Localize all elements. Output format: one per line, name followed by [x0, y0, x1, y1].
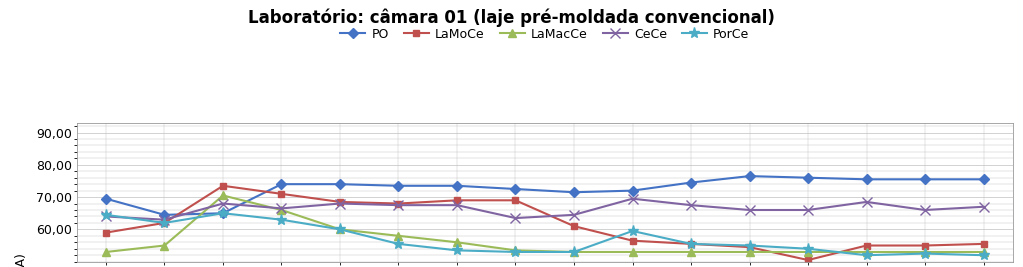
CeCe — [100, 215, 113, 218]
LaMacCe — [100, 250, 113, 254]
PO — [977, 178, 989, 181]
LaMoCe — [626, 239, 638, 242]
PO — [684, 181, 697, 184]
CeCe — [860, 200, 873, 203]
PorCe — [802, 247, 814, 250]
LaMacCe — [333, 228, 346, 231]
CeCe — [393, 203, 405, 207]
PO — [802, 176, 814, 179]
CeCe — [744, 209, 756, 212]
PorCe — [977, 254, 989, 257]
LaMacCe — [802, 250, 814, 254]
CeCe — [451, 203, 463, 207]
LaMacCe — [393, 234, 405, 237]
LaMoCe — [275, 192, 287, 195]
CeCe — [684, 203, 697, 207]
LaMacCe — [217, 194, 229, 197]
Line: LaMacCe: LaMacCe — [102, 191, 987, 256]
Line: PO: PO — [102, 173, 987, 218]
PO — [451, 184, 463, 187]
CeCe — [977, 205, 989, 208]
LaMacCe — [159, 244, 171, 247]
PO — [333, 183, 346, 186]
LaMacCe — [275, 209, 287, 212]
PO — [744, 175, 756, 178]
LaMoCe — [451, 199, 463, 202]
CeCe — [217, 202, 229, 205]
PorCe — [217, 212, 229, 215]
PorCe — [744, 244, 756, 247]
PO — [919, 178, 931, 181]
LaMacCe — [509, 249, 522, 252]
LaMacCe — [684, 250, 697, 254]
Line: LaMoCe: LaMoCe — [102, 182, 987, 264]
PO — [568, 191, 580, 194]
PorCe — [919, 252, 931, 255]
PO — [100, 197, 113, 200]
LaMoCe — [919, 244, 931, 247]
LaMoCe — [802, 258, 814, 262]
LaMacCe — [626, 250, 638, 254]
CeCe — [509, 217, 522, 220]
PO — [275, 183, 287, 186]
LaMoCe — [977, 242, 989, 245]
CeCe — [333, 202, 346, 205]
LaMacCe — [744, 250, 756, 254]
LaMoCe — [100, 231, 113, 234]
LaMoCe — [744, 246, 756, 249]
LaMoCe — [860, 244, 873, 247]
Line: CeCe: CeCe — [101, 194, 988, 225]
CeCe — [568, 213, 580, 217]
LaMacCe — [568, 250, 580, 254]
PorCe — [100, 213, 113, 217]
Legend: PO, LaMoCe, LaMacCe, CeCe, PorCe: PO, LaMoCe, LaMacCe, CeCe, PorCe — [336, 23, 754, 46]
PO — [217, 212, 229, 215]
PorCe — [626, 229, 638, 233]
PO — [393, 184, 405, 187]
PorCe — [275, 218, 287, 221]
CeCe — [919, 209, 931, 212]
LaMoCe — [217, 184, 229, 187]
Text: dB(A): dB(A) — [14, 252, 27, 267]
PorCe — [568, 250, 580, 254]
LaMoCe — [393, 202, 405, 205]
PorCe — [393, 242, 405, 245]
CeCe — [159, 218, 171, 221]
LaMoCe — [159, 221, 171, 225]
PO — [860, 178, 873, 181]
CeCe — [626, 197, 638, 200]
PO — [509, 187, 522, 191]
CeCe — [802, 209, 814, 212]
PorCe — [509, 250, 522, 254]
PorCe — [159, 221, 171, 225]
PO — [159, 213, 171, 217]
LaMacCe — [860, 250, 873, 254]
PorCe — [333, 228, 346, 231]
LaMacCe — [977, 250, 989, 254]
LaMoCe — [568, 225, 580, 228]
LaMacCe — [919, 250, 931, 254]
PorCe — [451, 249, 463, 252]
LaMacCe — [451, 241, 463, 244]
PO — [626, 189, 638, 192]
LaMoCe — [684, 242, 697, 245]
LaMoCe — [333, 200, 346, 203]
LaMoCe — [509, 199, 522, 202]
Line: PorCe: PorCe — [100, 208, 989, 261]
PorCe — [684, 242, 697, 245]
CeCe — [275, 207, 287, 210]
Text: Laboratório: câmara 01 (laje pré-moldada convencional): Laboratório: câmara 01 (laje pré-moldada… — [248, 8, 775, 26]
PorCe — [860, 254, 873, 257]
